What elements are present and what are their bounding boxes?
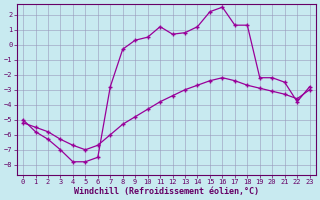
X-axis label: Windchill (Refroidissement éolien,°C): Windchill (Refroidissement éolien,°C) bbox=[74, 187, 259, 196]
